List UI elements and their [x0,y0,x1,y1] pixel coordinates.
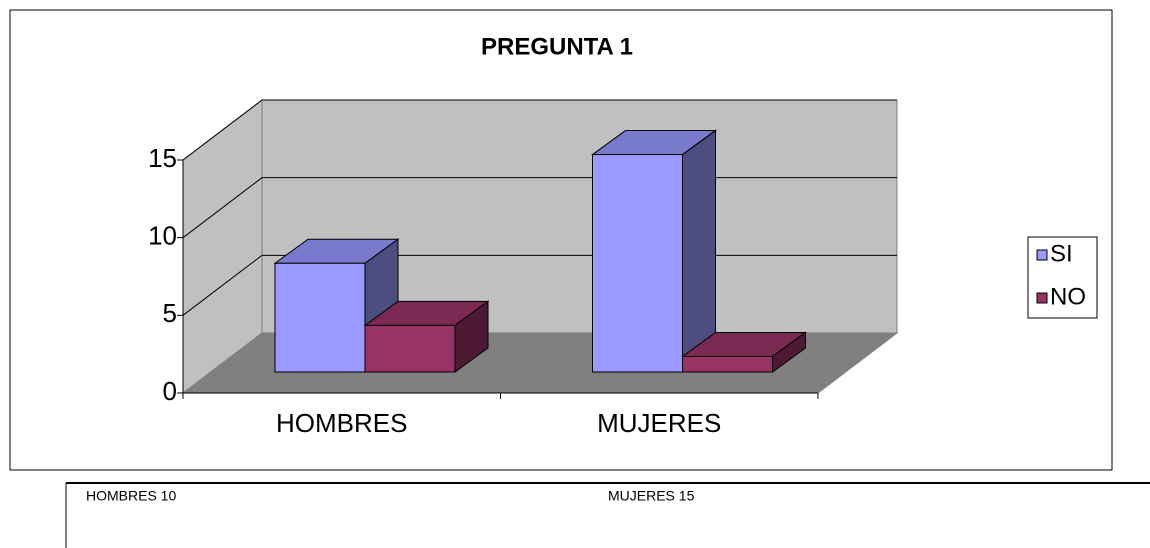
footer-text: HOMBRES 10 [86,488,176,504]
legend-label: NO [1050,283,1086,310]
y-tick-label: 0 [163,376,177,406]
legend-label: SI [1050,240,1073,267]
y-tick-label: 10 [148,221,177,251]
y-tick-label: 5 [163,298,177,328]
y-tick-label: 15 [148,143,177,173]
legend-swatch [1036,249,1048,261]
x-tick-label: MUJERES [597,408,721,438]
bar [364,324,456,373]
chart-title: PREGUNTA 1 [481,33,633,60]
bar [682,355,773,373]
grid-line [182,99,897,161]
x-tick-label: HOMBRES [276,408,407,438]
footer-text: MUJERES 15 [608,488,695,504]
bar [592,154,683,373]
legend-swatch [1036,292,1048,304]
bar [274,262,366,373]
